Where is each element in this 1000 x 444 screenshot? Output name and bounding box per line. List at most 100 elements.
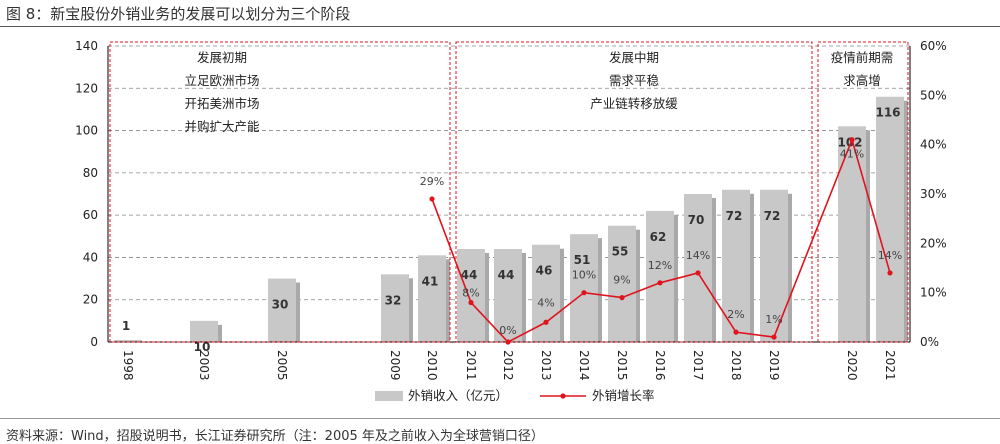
bar-value-label: 1 xyxy=(122,319,130,333)
y-left-tick-label: 40 xyxy=(83,250,98,264)
bar xyxy=(646,210,674,342)
growth-value-label: 2% xyxy=(727,308,744,321)
figure-source: 资料来源：Wind，招股说明书，长江证券研究所（注：2005 年及之前收入为全球… xyxy=(6,429,544,444)
y-right-tick-label: 60% xyxy=(920,39,947,53)
phase-box xyxy=(455,41,813,343)
growth-point xyxy=(733,329,739,335)
y-right-tick-label: 30% xyxy=(920,187,947,201)
y-left-tick-label: 80 xyxy=(83,166,98,180)
growth-point xyxy=(695,270,701,276)
bar xyxy=(381,274,409,342)
bar xyxy=(457,248,485,342)
y-left-tick-label: 120 xyxy=(75,81,98,95)
phase-box xyxy=(817,41,909,343)
growth-point xyxy=(543,319,549,325)
growth-value-label: 29% xyxy=(420,175,444,188)
growth-value-label: 0% xyxy=(499,324,516,337)
bar-value-label: 46 xyxy=(536,264,553,278)
x-tick-label: 2012 xyxy=(501,350,515,381)
phase-label: 并购扩大产能 xyxy=(184,119,260,134)
growth-value-label: 4% xyxy=(537,296,554,309)
bar-value-label: 72 xyxy=(726,209,743,223)
x-tick-label: 2013 xyxy=(539,350,553,381)
y-left-tick-label: 140 xyxy=(75,39,98,53)
phase-label: 求高增 xyxy=(843,73,881,88)
x-tick-label: 2009 xyxy=(388,350,402,381)
growth-value-label: 8% xyxy=(462,287,479,300)
bar-value-label: 72 xyxy=(764,209,781,223)
x-tick-label: 2014 xyxy=(577,350,591,381)
bar xyxy=(532,244,560,342)
y-left-tick-label: 20 xyxy=(83,293,98,307)
bar xyxy=(190,320,218,342)
x-tick-label: 2011 xyxy=(464,350,478,381)
y-right-tick-label: 40% xyxy=(920,138,947,152)
growth-point xyxy=(849,137,855,143)
y-left-tick-label: 0 xyxy=(90,335,98,349)
bar xyxy=(570,234,598,342)
bar xyxy=(114,339,142,342)
y-right-tick-label: 10% xyxy=(920,286,947,300)
growth-point xyxy=(581,290,587,296)
growth-point xyxy=(771,334,777,340)
x-tick-label: 2015 xyxy=(615,350,629,381)
y-left-tick-label: 100 xyxy=(75,124,98,138)
x-tick-label: 1998 xyxy=(121,350,135,381)
phase-label: 发展初期 xyxy=(197,50,247,65)
y-right-tick-label: 0% xyxy=(920,335,939,349)
bar xyxy=(876,96,904,342)
x-tick-label: 2016 xyxy=(653,350,667,381)
bar xyxy=(494,248,522,342)
bar-value-label: 41 xyxy=(422,274,439,288)
phase-box xyxy=(109,41,451,343)
growth-point xyxy=(887,270,893,276)
x-tick-label: 2003 xyxy=(197,350,211,381)
bar-value-label: 51 xyxy=(574,253,591,267)
growth-value-label: 14% xyxy=(878,249,902,262)
bar-value-label: 44 xyxy=(461,268,478,282)
phase-label: 发展中期 xyxy=(609,50,659,65)
title-divider xyxy=(0,26,1000,27)
bar-value-label: 32 xyxy=(385,293,402,307)
bar-value-label: 44 xyxy=(498,268,515,282)
growth-value-label: 9% xyxy=(613,274,630,287)
figure-title: 图 8：新宝股份外销业务的发展可以划分为三个阶段 xyxy=(6,5,351,23)
bar-value-label: 55 xyxy=(612,245,629,259)
x-tick-label: 2018 xyxy=(729,350,743,381)
bar-value-label: 102 xyxy=(837,135,862,149)
legend-line-label: 外销增长率 xyxy=(592,388,655,403)
bar-value-label: 10 xyxy=(194,340,211,354)
chart: 0204060801001201400%10%20%30%40%50%60%11… xyxy=(75,39,947,403)
growth-value-label: 14% xyxy=(686,249,710,262)
phase-label: 疫情前期需 xyxy=(831,50,894,65)
growth-value-label: 10% xyxy=(572,269,596,282)
bar xyxy=(608,225,636,342)
bar-value-label: 70 xyxy=(688,213,705,227)
legend-line-marker xyxy=(560,393,566,399)
x-tick-label: 2020 xyxy=(845,350,859,381)
growth-line xyxy=(431,137,891,343)
growth-value-label: 1% xyxy=(765,313,782,326)
y-left-tick-label: 60 xyxy=(83,208,98,222)
source-divider xyxy=(0,418,1000,419)
phase-label: 立足欧洲市场 xyxy=(184,73,259,88)
x-tick-label: 2017 xyxy=(691,350,705,381)
y-right-tick-label: 20% xyxy=(920,236,947,250)
growth-point xyxy=(429,196,435,202)
bar-value-label: 62 xyxy=(650,230,667,244)
phase-label: 开拓美洲市场 xyxy=(184,96,259,111)
bar xyxy=(684,194,712,342)
growth-point xyxy=(468,299,474,306)
bar-value-label: 30 xyxy=(272,298,289,312)
legend-bar-swatch xyxy=(375,391,403,401)
bar xyxy=(268,278,296,342)
x-tick-label: 2019 xyxy=(767,350,781,381)
bar-value-label: 116 xyxy=(875,106,900,120)
x-tick-label: 2021 xyxy=(883,350,897,381)
phase-label: 需求平稳 xyxy=(609,73,660,88)
growth-point xyxy=(619,295,625,301)
legend-bar-label: 外销收入（亿元） xyxy=(408,388,508,403)
y-right-tick-label: 50% xyxy=(920,88,947,102)
phase-label: 产业链转移放缓 xyxy=(590,96,678,111)
bar xyxy=(418,255,446,342)
